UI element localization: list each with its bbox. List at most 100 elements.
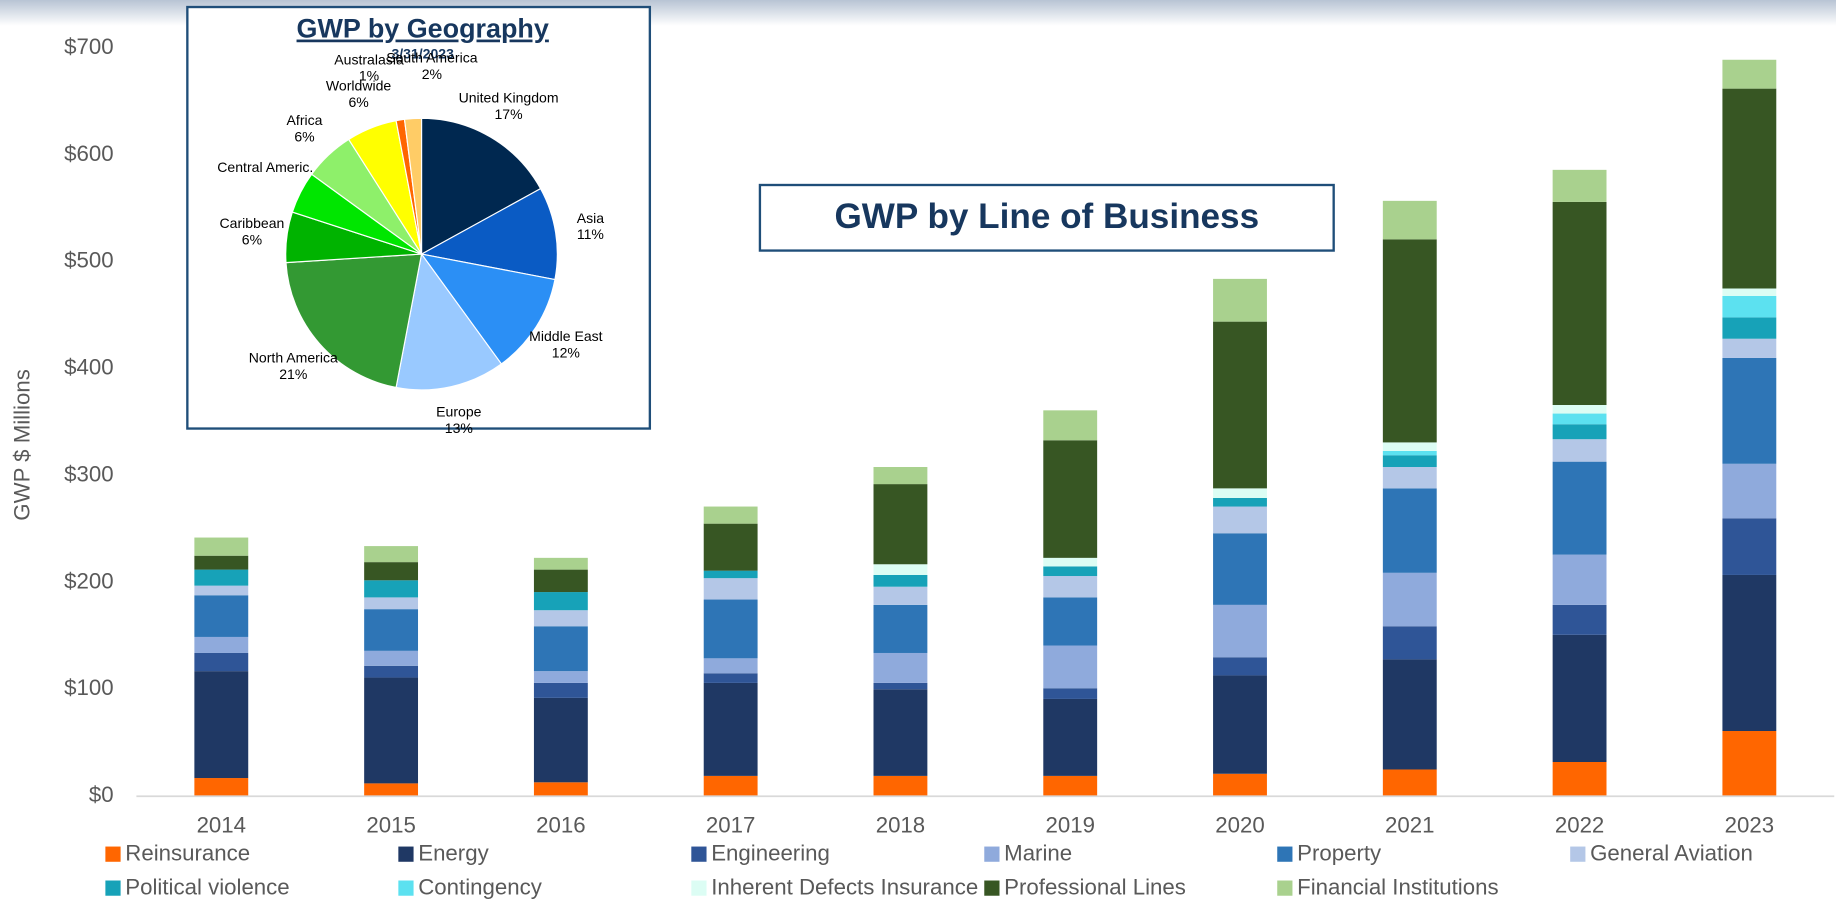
x-tick-label: 2015 <box>366 813 415 838</box>
pie-title: GWP by Geography <box>297 14 549 44</box>
legend-swatch <box>1277 880 1293 896</box>
bar-segment <box>194 671 249 779</box>
bar-segment <box>703 775 758 797</box>
legend-swatch <box>105 846 121 862</box>
x-tick-label: 2017 <box>706 813 755 838</box>
legend-label: Energy <box>418 841 489 866</box>
pie-label: Africa <box>287 112 323 128</box>
x-tick-label: 2020 <box>1215 813 1264 838</box>
legend-swatch <box>105 880 121 896</box>
bar-segment <box>533 782 588 797</box>
chart-title: GWP by Line of Business <box>834 197 1259 236</box>
legend-swatch <box>398 846 414 862</box>
legend-label: Reinsurance <box>125 841 250 866</box>
bar-segment <box>703 570 758 579</box>
bar-segment <box>194 555 249 570</box>
y-tick-label: $500 <box>64 248 113 273</box>
legend-swatch <box>691 846 707 862</box>
pie-value-label: 1% <box>359 68 379 84</box>
pie-value-label: 6% <box>294 128 314 144</box>
bar-segment <box>364 546 419 563</box>
bar-segment <box>1722 518 1777 575</box>
bar-segment <box>1722 295 1777 318</box>
y-tick-label: $400 <box>64 355 113 380</box>
bar-segment <box>1722 357 1777 464</box>
bar-segment <box>873 564 928 575</box>
bar-segment <box>1552 413 1607 425</box>
bar-segment <box>1213 278 1267 322</box>
bar-segment <box>1552 554 1607 605</box>
bar-segment <box>1043 410 1098 441</box>
bar-segment <box>1722 317 1777 339</box>
y-tick-label: $700 <box>64 34 113 59</box>
pie-value-label: 17% <box>494 106 522 122</box>
bar-segment <box>1382 572 1437 627</box>
bar-segment <box>1043 597 1098 646</box>
bar-segment <box>873 652 928 683</box>
bar-segment <box>1722 574 1777 732</box>
bar-segment <box>364 609 419 651</box>
bar-segment <box>1382 488 1437 573</box>
bar-segment <box>1382 455 1437 467</box>
bar-segment <box>1382 626 1437 660</box>
bar-segment <box>533 592 588 611</box>
bar-segment <box>1382 442 1437 451</box>
bar-segment <box>1722 88 1777 289</box>
legend-swatch <box>1570 846 1586 862</box>
bar-segment <box>1043 688 1098 699</box>
legend-label: Engineering <box>711 841 830 866</box>
legend-label: Political violence <box>125 875 289 900</box>
bar-segment <box>194 537 249 556</box>
bar-segment <box>533 557 588 570</box>
bar-segment <box>1382 200 1437 240</box>
pie-subtitle: 3/31/2023 <box>391 46 454 62</box>
x-tick-label: 2014 <box>197 813 246 838</box>
x-tick-label: 2023 <box>1725 813 1774 838</box>
bar-segment <box>1382 659 1437 770</box>
pie-value-label: 21% <box>279 366 307 382</box>
bar-segment <box>1722 463 1777 519</box>
pie-label: Middle East <box>529 328 602 344</box>
pie-value-label: 6% <box>348 94 368 110</box>
bar-segment <box>1552 439 1607 462</box>
bar-segment <box>1213 604 1267 658</box>
legend-swatch <box>984 846 1000 862</box>
bar-segment <box>703 578 758 600</box>
pie-value-label: 11% <box>577 226 604 242</box>
bar-segment <box>194 569 249 586</box>
bar-segment <box>364 677 419 784</box>
pie-label: Central Americ... <box>217 159 321 175</box>
pie-slice <box>419 187 558 281</box>
bar-segment <box>1382 450 1437 456</box>
bar-segment <box>873 574 928 587</box>
bar-segment <box>364 783 419 797</box>
bar-segment <box>1552 405 1607 414</box>
bar-segment <box>1213 488 1267 498</box>
bar-segment <box>1552 461 1607 555</box>
bar-segment <box>1213 497 1267 507</box>
pie-label: Europe <box>436 403 481 419</box>
x-tick-label: 2016 <box>536 813 585 838</box>
bar-segment <box>364 650 419 666</box>
bar-segment <box>1043 440 1098 558</box>
bar-segment <box>873 586 928 605</box>
pie-label: North America <box>249 350 338 366</box>
bar-segment <box>194 585 249 596</box>
pie-slice <box>420 117 542 256</box>
bar-segment <box>1213 657 1267 676</box>
bar-segment <box>1722 731 1777 797</box>
bar-segment <box>873 466 928 485</box>
bar-segment <box>1382 239 1437 443</box>
legend-label: Marine <box>1004 841 1072 866</box>
bar-segment <box>1382 466 1437 489</box>
pie-label: Australasia <box>334 51 404 67</box>
bar-segment <box>703 682 758 776</box>
bar-segment <box>873 689 928 776</box>
legend-swatch <box>1277 846 1293 862</box>
bar-segment <box>1213 675 1267 774</box>
bar-segment <box>364 562 419 581</box>
bar-segment <box>703 673 758 683</box>
pie-label: Asia <box>577 210 605 226</box>
x-tick-label: 2019 <box>1045 813 1094 838</box>
